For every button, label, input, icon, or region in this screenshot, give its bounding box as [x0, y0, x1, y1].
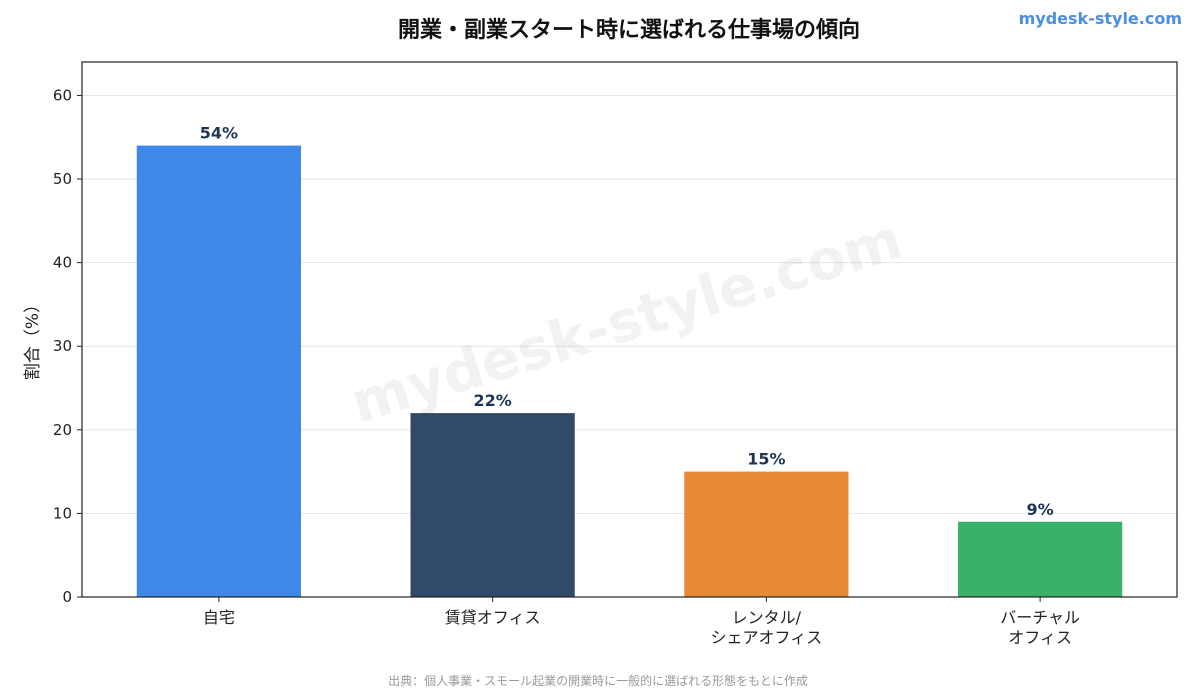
x-tick-label: 自宅 [203, 608, 235, 627]
y-axis-label: 割合（%） [23, 296, 43, 380]
brand-link[interactable]: mydesk-style.com [1019, 9, 1182, 28]
x-tick-label: オフィス [1008, 628, 1072, 647]
x-tick-label: バーチャル [1000, 608, 1080, 627]
x-tick-label: 賃貸オフィス [445, 608, 541, 627]
y-tick-label: 40 [53, 254, 72, 272]
data-label: 54% [200, 124, 238, 143]
y-tick-label: 60 [53, 86, 72, 104]
bar [136, 145, 301, 597]
y-tick-label: 0 [62, 588, 72, 606]
data-label: 15% [747, 450, 785, 469]
watermark: mydesk-style.com [344, 207, 910, 436]
y-tick-label: 50 [53, 170, 72, 188]
y-tick-label: 30 [53, 337, 72, 355]
y-tick-label: 20 [53, 421, 72, 439]
x-tick-label: レンタル/ [732, 608, 802, 627]
bar [410, 413, 575, 597]
data-label: 22% [473, 391, 511, 410]
x-tick-label: シェアオフィス [711, 628, 823, 647]
y-tick-label: 10 [53, 504, 72, 522]
plot-area: 0 10 20 30 40 50 60 54% 自宅 22% 賃貸オフィス 15% レンタル/シェアオフ… [53, 61, 1178, 647]
bar [684, 471, 849, 597]
data-label: 9% [1027, 500, 1054, 519]
axes-frame [81, 61, 1178, 598]
source-note: 出典：個人事業・スモール起業の開業時に一般的に選ばれる形態をもとに作成 [388, 673, 808, 688]
bar [958, 521, 1123, 597]
chart-title: 開業・副業スタート時に選ばれる仕事場の傾向 [398, 17, 860, 43]
